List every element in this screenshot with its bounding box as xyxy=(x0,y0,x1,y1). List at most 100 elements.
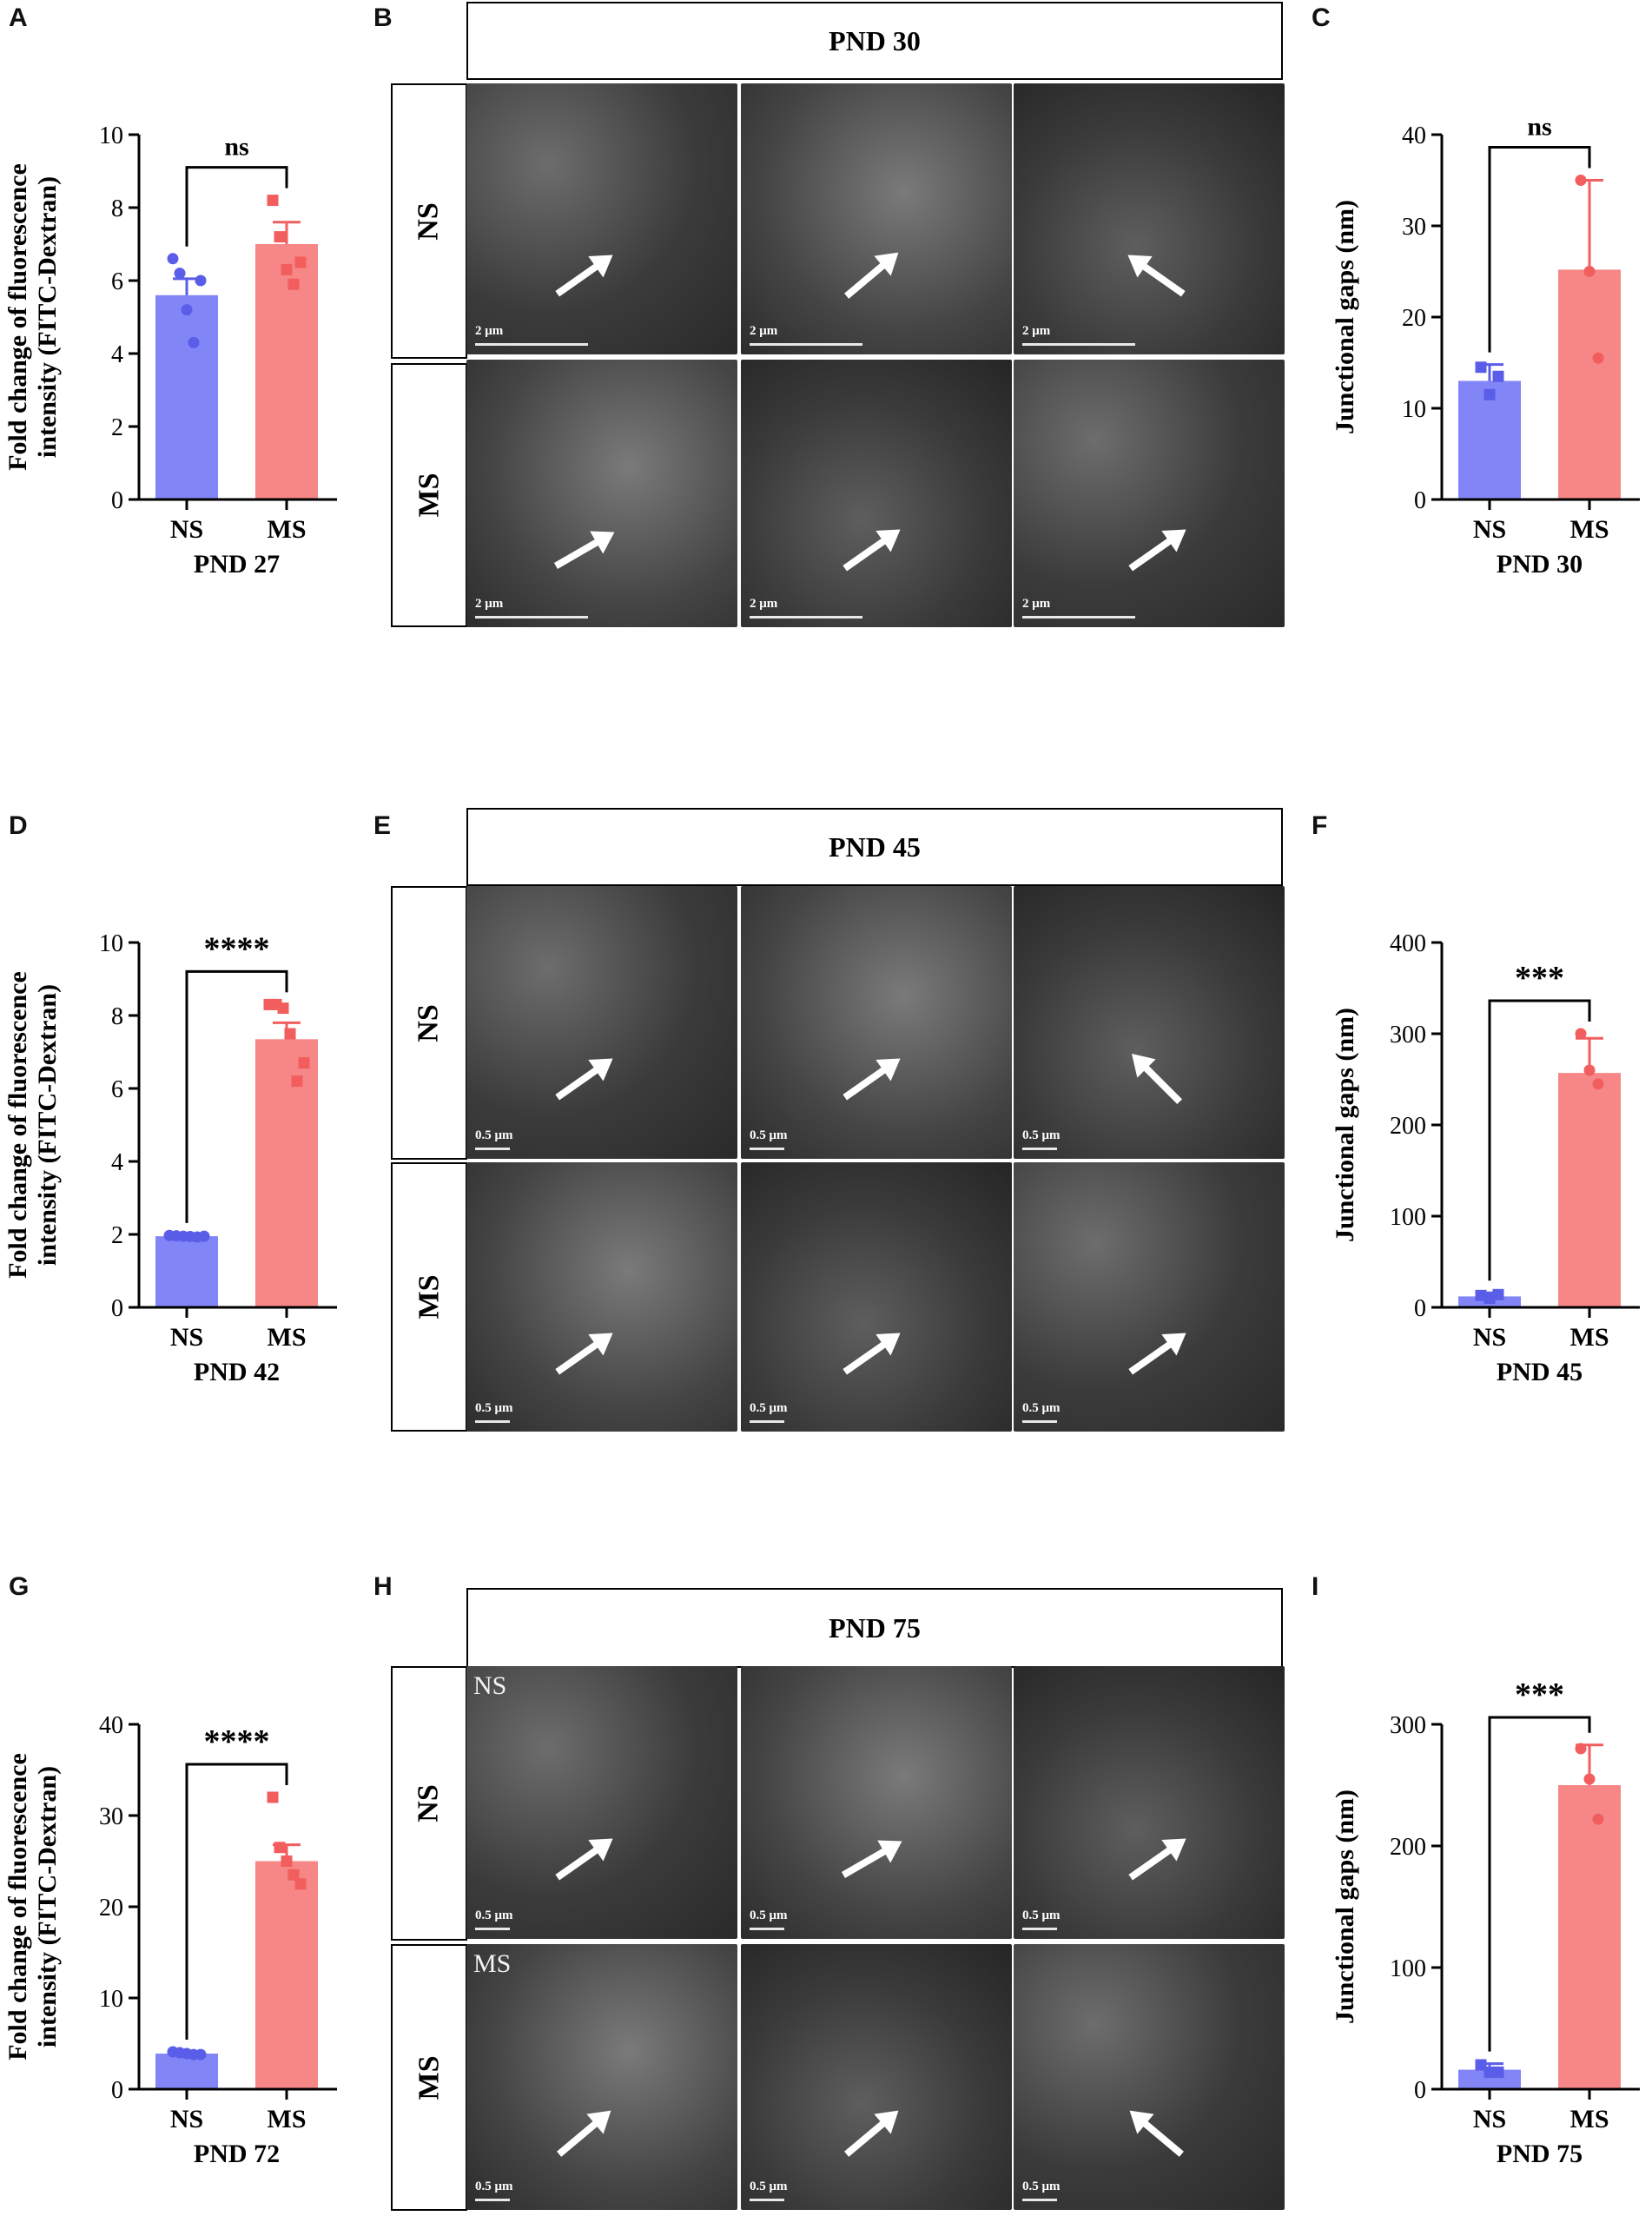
data-point xyxy=(181,304,193,316)
y-axis-label-line1: Fold change of fluorescence xyxy=(3,163,32,471)
bar-ns xyxy=(155,1236,218,1307)
data-point xyxy=(277,1002,289,1015)
scale-bar xyxy=(750,1928,784,1930)
significance-label: ns xyxy=(224,133,248,162)
em-e-tile: 0.5 μm xyxy=(1014,886,1285,1159)
y-axis-label-line1: Fold change of fluorescence xyxy=(3,1753,32,2061)
data-point xyxy=(1483,2066,1496,2078)
data-point xyxy=(294,256,307,268)
x-tick-label: NS xyxy=(170,2105,203,2133)
arrow-icon xyxy=(1132,1054,1182,1104)
arrow-icon xyxy=(557,2110,611,2157)
y-tick-label: 200 xyxy=(1390,1113,1426,1140)
em-e-row-ms: MS xyxy=(391,1162,467,1432)
data-point xyxy=(281,263,293,275)
scale-bar xyxy=(1022,1148,1057,1150)
tile-corner-label: NS xyxy=(473,1671,507,1700)
arrow-icon xyxy=(555,1058,613,1101)
significance-label: *** xyxy=(1515,960,1564,996)
x-tick-label: NS xyxy=(1473,1323,1506,1352)
significance-bracket xyxy=(1488,1716,1591,2052)
y-tick-label: 100 xyxy=(1390,1955,1426,1982)
significance-label: ns xyxy=(1527,113,1551,142)
em-b-tile: 2 μm xyxy=(741,83,1012,354)
arrow-icon xyxy=(841,1840,902,1878)
x-tick-label: MS xyxy=(268,1323,307,1352)
significance-bracket xyxy=(185,166,288,247)
data-point xyxy=(1575,1028,1587,1040)
y-tick-label: 0 xyxy=(111,2077,123,2104)
panel-letter-a: A xyxy=(9,3,28,32)
em-b-tile: 2 μm xyxy=(466,83,737,354)
arrow-icon xyxy=(1127,255,1186,297)
em-b-row-ms: MS xyxy=(391,363,467,627)
data-point xyxy=(1483,388,1496,400)
significance-label: **** xyxy=(204,1723,270,1760)
data-point xyxy=(167,253,179,265)
data-point xyxy=(298,1057,310,1069)
data-point xyxy=(1483,1293,1496,1304)
data-point xyxy=(1475,2059,1487,2071)
arrow-icon xyxy=(844,2110,899,2157)
scale-bar-label: 2 μm xyxy=(750,324,778,338)
scale-bar xyxy=(750,2199,784,2201)
scale-bar xyxy=(475,2199,510,2201)
y-tick-label: 0 xyxy=(1414,487,1426,514)
em-h-tile: 0.5 μm xyxy=(1014,1666,1285,1939)
em-h-tile: 0.5 μm NS xyxy=(466,1666,737,1939)
em-e-row-ns: NS xyxy=(391,886,467,1160)
significance-label: *** xyxy=(1515,1677,1564,1713)
scale-bar-label: 0.5 μm xyxy=(475,1908,513,1922)
y-axis-label: Junctional gaps (nm) xyxy=(1331,1789,1359,2024)
data-point xyxy=(1575,1743,1587,1755)
data-point xyxy=(267,195,279,207)
x-axis-title: PND 45 xyxy=(1497,1358,1583,1386)
em-e-tile: 0.5 μm xyxy=(741,886,1012,1159)
scale-bar-label: 0.5 μm xyxy=(750,1128,788,1142)
scale-bar-label: 0.5 μm xyxy=(1022,1401,1061,1415)
panel-letter-e: E xyxy=(373,811,392,840)
data-point xyxy=(284,1028,296,1040)
arrow-icon xyxy=(555,255,613,297)
panel-letter-c: C xyxy=(1312,3,1331,32)
significance-bracket xyxy=(1488,999,1591,1281)
chart-d: Fold change of fluorescence intensity (FI… xyxy=(3,930,337,1386)
em-h-tile: 0.5 μm xyxy=(741,1944,1012,2210)
data-point xyxy=(1492,1288,1504,1300)
tile-corner-label: MS xyxy=(473,1949,512,1978)
arrow-icon xyxy=(1128,529,1186,572)
scale-bar xyxy=(1022,1420,1057,1423)
scale-bar xyxy=(1022,1928,1057,1930)
data-point xyxy=(274,1842,286,1854)
scale-bar xyxy=(750,1420,784,1423)
bar-ms xyxy=(1558,1073,1621,1307)
data-point xyxy=(1583,1773,1596,1785)
arrow-icon xyxy=(553,531,615,569)
y-tick-label: 8 xyxy=(111,1003,123,1030)
chart-a: Fold change of fluorescence intensity (FI… xyxy=(3,122,337,579)
chart-c: Junctional gaps (nm) 0 10 20 30 40 NS MS PND 30 n… xyxy=(1331,113,1640,579)
y-tick-label: 0 xyxy=(111,1295,123,1322)
x-axis-title: PND 27 xyxy=(194,550,280,579)
data-point xyxy=(287,1869,300,1881)
arrow-icon xyxy=(843,1058,901,1101)
data-point xyxy=(198,1230,210,1242)
data-point xyxy=(1492,370,1504,382)
significance-bracket xyxy=(185,1763,288,2040)
y-tick-label: 0 xyxy=(111,487,123,514)
data-point xyxy=(1592,1078,1604,1090)
panel-letter-i: I xyxy=(1312,1572,1319,1601)
scale-bar xyxy=(1022,2199,1057,2201)
arrow-icon xyxy=(1128,1838,1186,1881)
em-b-tile: 2 μm xyxy=(466,360,737,627)
data-point xyxy=(188,336,200,348)
x-tick-label: NS xyxy=(1473,515,1506,544)
y-tick-label: 30 xyxy=(1402,214,1426,241)
arrow-icon xyxy=(555,1333,613,1375)
y-tick-label: 2 xyxy=(111,414,123,441)
data-point xyxy=(1592,352,1604,364)
em-b-row-ns-text: NS xyxy=(413,202,445,241)
em-e-tile: 0.5 μm xyxy=(466,886,737,1159)
y-tick-label: 100 xyxy=(1390,1204,1426,1231)
scale-bar xyxy=(475,1420,510,1423)
